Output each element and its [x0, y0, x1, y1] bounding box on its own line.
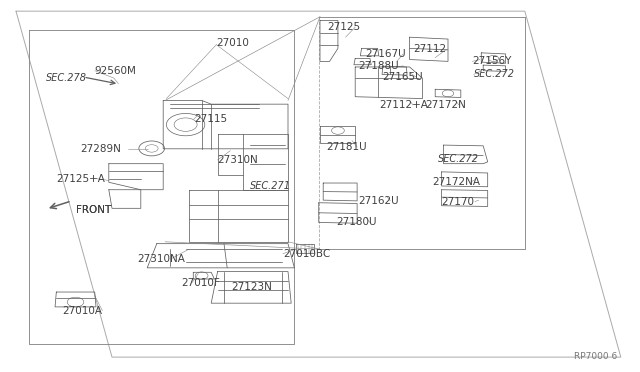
Text: 27180U: 27180U [336, 218, 376, 227]
Text: 27162U: 27162U [358, 196, 399, 206]
Text: SEC.272: SEC.272 [474, 70, 515, 79]
Text: RP7000 6: RP7000 6 [574, 352, 618, 361]
Text: SEC.278: SEC.278 [46, 73, 87, 83]
Text: SEC.272: SEC.272 [438, 154, 479, 164]
Text: 27188U: 27188U [358, 61, 399, 71]
Text: 27010: 27010 [216, 38, 249, 48]
Text: 27156Y: 27156Y [472, 57, 512, 66]
Text: 27010F: 27010F [181, 278, 220, 288]
Text: 27010BC: 27010BC [283, 249, 330, 259]
Text: 27172NA: 27172NA [432, 177, 480, 187]
Text: FRONT: FRONT [76, 205, 111, 215]
Text: 27165U: 27165U [383, 72, 423, 82]
Text: 27125: 27125 [328, 22, 361, 32]
Text: 27125+A: 27125+A [56, 174, 105, 183]
Text: 27172N: 27172N [426, 100, 467, 110]
Text: 27167U: 27167U [365, 49, 405, 59]
Text: FRONT: FRONT [76, 205, 111, 215]
Text: 27112: 27112 [413, 44, 446, 54]
Text: 27181U: 27181U [326, 142, 367, 152]
Text: 27310N: 27310N [218, 155, 259, 165]
Text: SEC.271: SEC.271 [250, 181, 291, 191]
Text: 27112+A: 27112+A [380, 100, 428, 110]
Text: 27010A: 27010A [63, 306, 102, 315]
Text: 27310NA: 27310NA [138, 254, 186, 263]
Text: 27115: 27115 [194, 114, 227, 124]
Text: 27123N: 27123N [232, 282, 273, 292]
Text: 92560M: 92560M [95, 66, 136, 76]
Text: 27289N: 27289N [80, 144, 121, 154]
Text: 27170: 27170 [442, 197, 475, 206]
